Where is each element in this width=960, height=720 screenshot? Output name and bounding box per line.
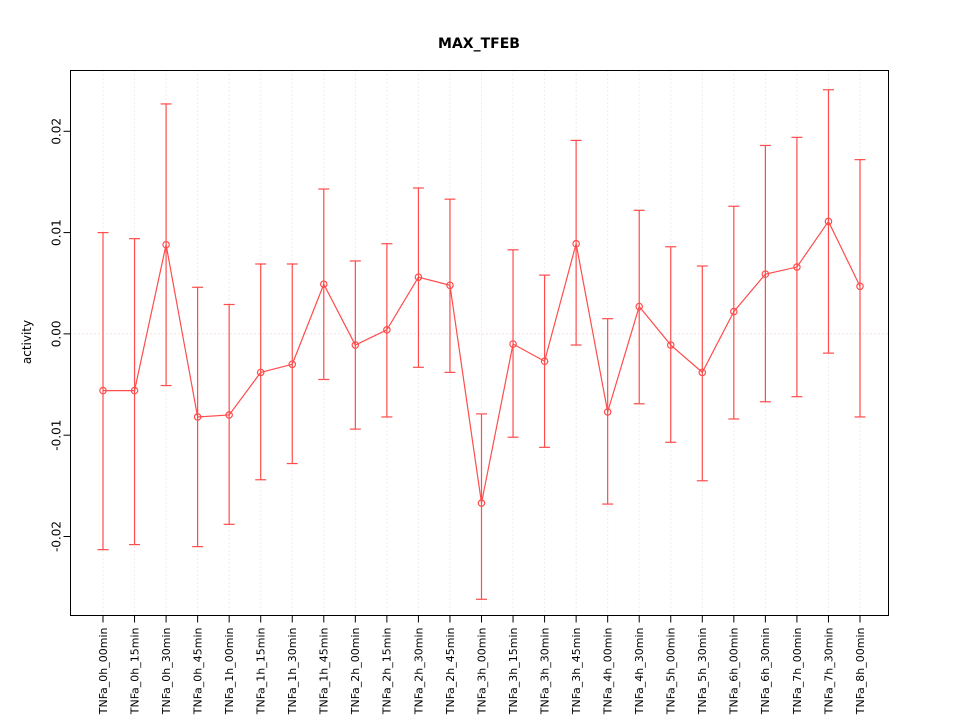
x-tick-label: TNFa_1h_30min (286, 627, 299, 715)
data-point (162, 240, 170, 249)
data-point (856, 282, 864, 291)
x-tick-label: TNFa_4h_00min (602, 627, 615, 715)
x-tick-label: TNFa_2h_00min (349, 627, 362, 715)
data-point (99, 386, 107, 395)
data-point (351, 341, 360, 349)
x-tick-label: TNFa_1h_45min (318, 627, 331, 715)
x-tick-label: TNFa_0h_30min (160, 627, 173, 715)
x-tick-label: TNFa_3h_00min (475, 627, 488, 715)
x-tick-label: TNFa_7h_00min (791, 627, 804, 715)
data-point (414, 273, 423, 281)
y-tick-label: -0.02 (50, 521, 64, 552)
data-point (603, 408, 612, 416)
x-tick-label: TNFa_0h_45min (191, 627, 204, 715)
data-point (824, 217, 833, 226)
y-tick-label: -0.01 (50, 420, 64, 451)
y-tick-label: 0.01 (50, 219, 64, 246)
data-point (225, 411, 233, 419)
x-tick-label: TNFa_4h_30min (633, 627, 646, 715)
plot-border (70, 70, 889, 616)
data-point (698, 368, 707, 377)
x-tick-label: TNFa_5h_30min (696, 627, 709, 715)
x-tick-label: TNFa_2h_45min (444, 627, 457, 715)
data-point (383, 326, 391, 334)
data-point (730, 307, 738, 316)
x-tick-label: TNFa_3h_30min (538, 627, 551, 715)
data-point (572, 239, 580, 248)
x-tick-label: TNFa_0h_00min (97, 627, 110, 715)
x-tick-label: TNFa_2h_15min (381, 627, 394, 715)
data-point (193, 413, 202, 421)
x-tick-label: TNFa_6h_30min (759, 627, 772, 715)
data-point (130, 386, 139, 395)
data-point (477, 499, 486, 507)
x-tick-label: TNFa_3h_15min (507, 627, 520, 715)
data-point (761, 270, 770, 278)
x-tick-label: TNFa_5h_00min (665, 627, 678, 715)
x-tick-label: TNFa_1h_00min (223, 627, 236, 715)
x-tick-label: TNFa_6h_00min (728, 627, 741, 715)
series-line (103, 220, 861, 504)
data-point (446, 281, 454, 290)
y-tick-label: 0.00 (50, 321, 64, 348)
x-tick-label: TNFa_7h_30min (822, 627, 835, 715)
chart-title: MAX_TFEB (438, 36, 520, 52)
data-point (635, 302, 644, 311)
data-point (666, 341, 675, 349)
y-tick-label: 0.02 (50, 118, 64, 145)
data-point (509, 340, 517, 348)
data-point (793, 263, 801, 271)
data-point (256, 368, 265, 377)
data-point (319, 280, 328, 289)
x-tick-label: TNFa_8h_00min (854, 627, 867, 715)
x-tick-label: TNFa_2h_30min (412, 627, 425, 715)
x-tick-label: TNFa_3h_45min (570, 627, 583, 715)
data-point (540, 357, 549, 366)
x-tick-label: TNFa_1h_15min (255, 627, 268, 715)
data-point (288, 360, 297, 369)
x-tick-label: TNFa_0h_15min (128, 627, 141, 715)
